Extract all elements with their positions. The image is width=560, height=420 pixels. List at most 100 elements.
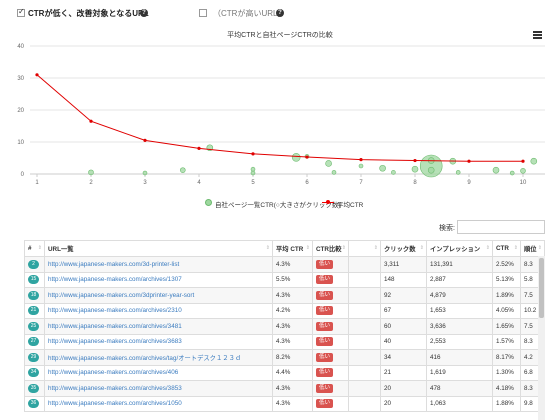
low-ctr-label[interactable]: CTRが低く、改善対象となるURL [28,9,149,18]
ctr-compare-badge-container: 低い [312,364,349,381]
url-link[interactable]: http://www.japanese-makers.com/3d-printe… [48,260,180,268]
url-link[interactable]: http://www.japanese-makers.com/archives/… [48,369,179,377]
ctr-compare-badge-container: 低い [312,318,349,335]
sort-icon[interactable]: ⇕ [485,245,490,251]
url-link[interactable]: http://www.japanese-makers.com/archives/… [48,354,242,362]
table-row[interactable]: 21 http://www.japanese-makers.com/archive… [24,302,545,319]
table-scrollbar-thumb[interactable] [539,258,544,318]
row-number-badge-container: 27 [24,333,45,350]
column-header[interactable]: ⇕ [348,240,381,257]
url-link[interactable]: http://www.japanese-makers.com/archives/… [48,276,182,284]
column-header[interactable]: 順位 ⇕ [520,240,545,257]
url-table: # ⇕ URL一覧 ⇕ 平均 CTR ⇕ CTR比較 ⇕ ⇕ クリック数 ⇕ インプレッション ⇕ CTR… [24,240,545,412]
table-row[interactable]: 25 http://www.japanese-makers.com/archive… [24,318,545,335]
url-link[interactable]: http://www.japanese-makers.com/3dprinter… [48,291,195,299]
clicks-cell-container: 20 [380,380,427,397]
help-icon[interactable]: ? [276,9,284,17]
table-row[interactable]: 36 http://www.japanese-makers.com/archive… [24,395,545,412]
url-link[interactable]: http://www.japanese-makers.com/archives/… [48,322,182,330]
sort-icon[interactable]: ⇕ [341,245,346,251]
column-header[interactable]: インプレッション ⇕ [426,240,493,257]
url-link[interactable]: http://www.japanese-makers.com/archives/… [48,338,182,346]
avg-ctr-cell-container: 8.2% [272,349,313,366]
clicks-cell: 3,311 [384,260,400,268]
x-tick-label: 1 [35,180,39,186]
avg-ctr-cell: 8.2% [276,353,291,361]
impressions-cell-container: 478 [426,380,493,397]
table-row[interactable]: 34 http://www.japanese-makers.com/archive… [24,364,545,381]
sort-icon[interactable]: ⇕ [373,245,378,251]
x-tick-label: 3 [143,180,147,186]
impressions-cell-container: 131,391 [426,256,493,273]
row-number-badge: 36 [28,399,39,409]
y-tick-label: 20 [17,108,24,114]
url-link[interactable]: http://www.japanese-makers.com/archives/… [48,307,182,315]
help-icon[interactable]: ? [140,9,148,17]
ctr-cell: 1.65% [496,322,514,330]
rank-cell: 6.8 [524,369,533,377]
impressions-cell: 1,653 [430,307,446,315]
table-row[interactable]: 15 http://www.japanese-makers.com/archive… [24,271,545,288]
row-number-badge: 15 [28,275,39,285]
column-header[interactable]: 平均 CTR ⇕ [272,240,313,257]
table-row[interactable]: 2 http://www.japanese-makers.com/3d-print… [24,256,545,273]
avg-ctr-cell: 4.3% [276,291,291,299]
y-tick-label: 40 [17,44,24,50]
table-row[interactable]: 29 http://www.japanese-makers.com/archive… [24,349,545,366]
legend-bubble-marker[interactable] [205,199,212,206]
column-header[interactable]: CTR ⇕ [492,240,521,257]
column-header[interactable]: CTR比較 ⇕ [312,240,349,257]
rank-cell: 5.8 [524,276,533,284]
sort-icon[interactable]: ⇕ [305,245,310,251]
table-row[interactable]: 27 http://www.japanese-makers.com/archive… [24,333,545,350]
empty-cell-container [348,256,381,273]
hamburger-menu-icon[interactable] [533,31,542,39]
column-header[interactable]: # ⇕ [24,240,45,257]
url-link-container: http://www.japanese-makers.com/archives/… [44,349,273,366]
url-link-container: http://www.japanese-makers.com/archives/… [44,302,273,319]
clicks-cell-container: 34 [380,349,427,366]
url-link-container: http://www.japanese-makers.com/archives/… [44,395,273,412]
table-row[interactable]: 35 http://www.japanese-makers.com/archive… [24,380,545,397]
url-link-container: http://www.japanese-makers.com/3dprinter… [44,287,273,304]
search-input[interactable] [457,220,545,234]
ctr-cell: 1.57% [496,338,514,346]
url-link[interactable]: http://www.japanese-makers.com/archives/… [48,384,182,392]
legend-series1-label[interactable]: 自社ページ一覧CTR(○大きさがクリック数) [215,202,341,209]
column-header-label: 平均 CTR [276,246,304,253]
empty-cell-container [348,287,381,304]
impressions-cell: 131,391 [430,260,453,268]
legend-series2-label[interactable]: 平均CTR [337,202,364,209]
ctr-compare-badge-container: 低い [312,333,349,350]
sort-icon[interactable]: ⇕ [265,245,270,251]
url-link[interactable]: http://www.japanese-makers.com/archives/… [48,400,182,408]
rank-cell: 4.2 [524,353,533,361]
ctr-compare-badge: 低い [316,399,334,409]
clicks-cell-container: 148 [380,271,427,288]
sort-icon[interactable]: ⇕ [419,245,424,251]
clicks-cell: 21 [384,369,392,377]
url-link-container: http://www.japanese-makers.com/archives/… [44,364,273,381]
row-number-badge-container: 35 [24,380,45,397]
low-ctr-checkbox[interactable] [17,7,25,17]
table-row[interactable]: 18 http://www.japanese-makers.com/3dprint… [24,287,545,304]
x-tick-label: 10 [520,180,527,186]
bubble-point [492,166,500,174]
ctr-cell-container: 1.88% [492,395,521,412]
ctr-compare-badge: 低い [316,275,334,285]
clicks-cell-container: 21 [380,364,427,381]
sort-icon[interactable]: ⇕ [537,245,542,251]
high-ctr-label[interactable]: （CTRが高いURL） [213,9,286,18]
row-number-badge-container: 34 [24,364,45,381]
empty-cell-container [348,395,381,412]
rank-cell: 9.8 [524,400,533,408]
avg-ctr-cell: 4.4% [276,369,291,377]
column-header[interactable]: クリック数 ⇕ [380,240,427,257]
sort-icon[interactable]: ⇕ [513,245,518,251]
column-header[interactable]: URL一覧 ⇕ [44,240,273,257]
avg-ctr-point [89,119,93,123]
sort-icon[interactable]: ⇕ [37,245,42,251]
table-scrollbar-track[interactable] [538,256,545,420]
row-number-badge-container: 21 [24,302,45,319]
high-ctr-checkbox[interactable] [199,9,207,17]
